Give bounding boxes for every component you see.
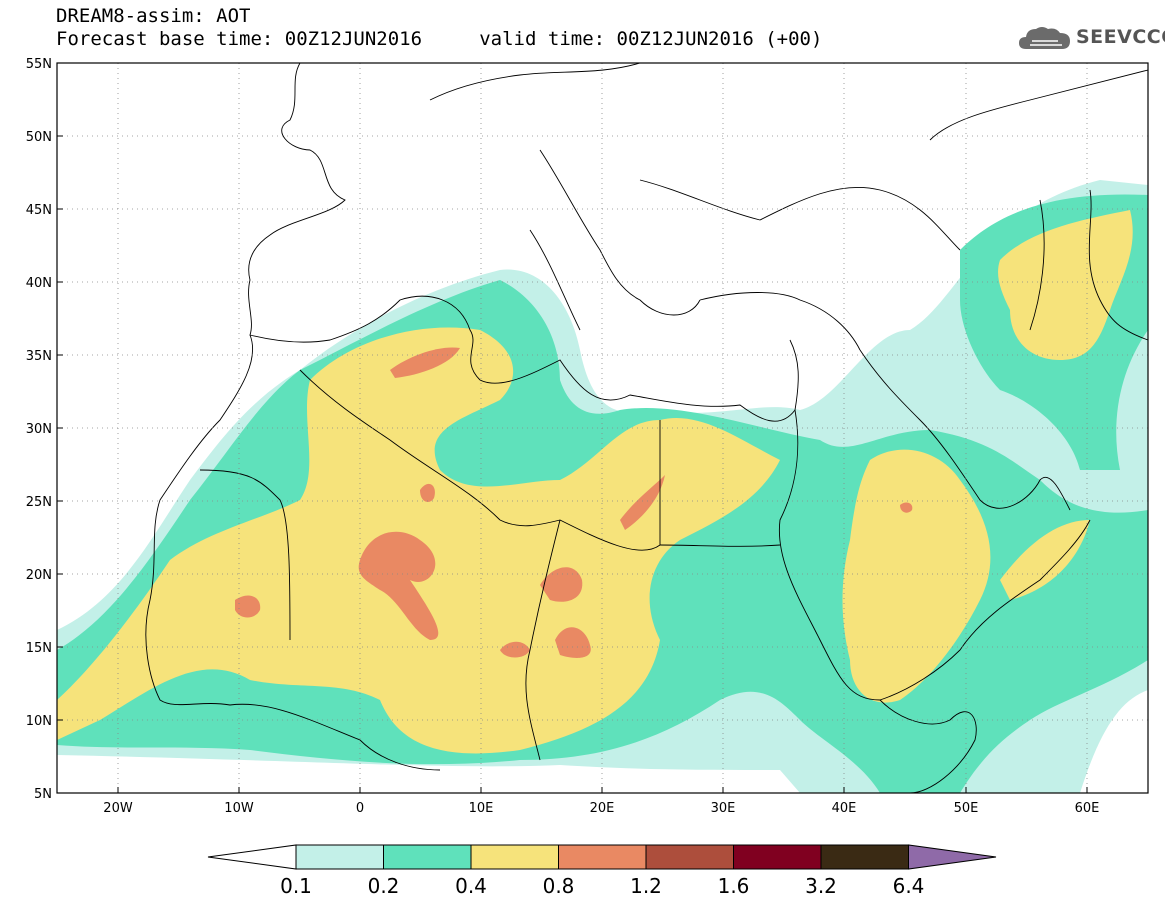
colorbar-segment xyxy=(645,844,734,870)
lat-label: 10N xyxy=(26,714,52,729)
lon-label: 20W xyxy=(103,801,133,816)
tick-marks xyxy=(57,62,1088,793)
graticule xyxy=(57,63,1148,793)
colorbar-label: 3.2 xyxy=(805,874,837,898)
colorbar xyxy=(207,844,997,870)
colorbar-labels: 0.1 0.2 0.4 0.8 1.2 1.6 3.2 6.4 xyxy=(280,874,924,898)
colorbar-segment xyxy=(295,844,384,870)
lat-label: 35N xyxy=(26,349,52,364)
colorbar-segment xyxy=(820,844,909,870)
lat-label: 15N xyxy=(26,641,52,656)
lon-label: 40E xyxy=(832,801,857,816)
lat-label: 55N xyxy=(26,57,52,72)
lat-label: 50N xyxy=(26,130,52,145)
lat-labels: 55N 50N 45N 40N 35N 30N 25N 20N 15N 10N … xyxy=(26,57,52,802)
lon-label: 20E xyxy=(590,801,615,816)
lon-label: 50E xyxy=(954,801,979,816)
lat-label: 40N xyxy=(26,276,52,291)
colorbar-segment xyxy=(383,844,472,870)
colorbar-segment xyxy=(470,844,559,870)
colorbar-segment xyxy=(733,844,822,870)
aot-level-0.8 xyxy=(235,347,913,658)
lon-label: 60E xyxy=(1075,801,1100,816)
lat-label: 25N xyxy=(26,495,52,510)
title-line-2: Forecast base time: 00Z12JUN2016 valid t… xyxy=(56,28,823,50)
colorbar-label: 0.4 xyxy=(455,874,487,898)
colorbar-label: 1.6 xyxy=(718,874,750,898)
seevccc-logo: SEEVCCC xyxy=(1018,23,1165,53)
lon-label: 10E xyxy=(469,801,494,816)
colorbar-under-arrow xyxy=(207,844,297,870)
title-line-1: DREAM8-assim: AOT xyxy=(56,5,251,27)
lon-label: 10W xyxy=(224,801,254,816)
lat-label: 30N xyxy=(26,422,52,437)
colorbar-label: 0.8 xyxy=(543,874,575,898)
lat-label: 20N xyxy=(26,568,52,583)
lon-label: 30E xyxy=(711,801,736,816)
coastlines xyxy=(145,63,1148,793)
lat-label: 5N xyxy=(34,787,52,802)
colorbar-over-arrow xyxy=(908,844,997,870)
colorbar-segment xyxy=(558,844,647,870)
colorbar-label: 0.2 xyxy=(368,874,400,898)
lon-labels: 20W 10W 0 10E 20E 30E 40E 50E 60E xyxy=(103,801,1099,816)
logo-text: SEEVCCC xyxy=(1076,26,1165,48)
colorbar-label: 0.1 xyxy=(280,874,312,898)
colorbar-label: 1.2 xyxy=(630,874,662,898)
lon-label: 0 xyxy=(356,801,364,816)
lat-label: 45N xyxy=(26,203,52,218)
cloud-icon xyxy=(1019,27,1070,49)
colorbar-label: 6.4 xyxy=(893,874,925,898)
